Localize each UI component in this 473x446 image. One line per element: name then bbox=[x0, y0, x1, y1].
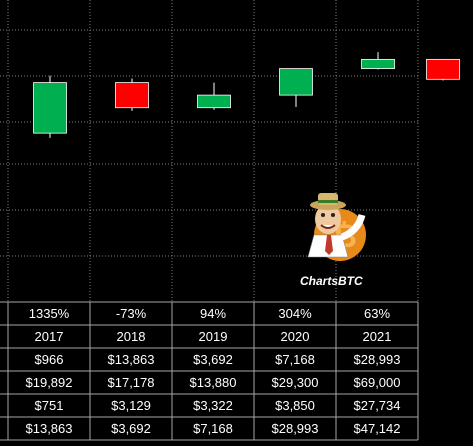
table-cell-year: 2017 bbox=[35, 329, 64, 344]
table-cell-close: $7,168 bbox=[193, 421, 233, 436]
table-cell-high: $13,880 bbox=[190, 375, 237, 390]
candle-body bbox=[197, 94, 231, 109]
table-cell-high: $69,000 bbox=[354, 375, 401, 390]
data-table: 1335% -73% 94% 304% 63% 2017 2018 2019 2020 2021 $… bbox=[0, 301, 419, 441]
table-cell-low: $3,129 bbox=[111, 398, 151, 413]
table-cell-high: $19,892 bbox=[26, 375, 73, 390]
table-cell-open: $13,863 bbox=[108, 352, 155, 367]
table-cell-low: $3,850 bbox=[275, 398, 315, 413]
table-cell-change: 1335% bbox=[29, 306, 70, 321]
chartsbtc-logo: ₿ ChartsBTC bbox=[300, 193, 366, 288]
candle-body bbox=[361, 58, 395, 69]
table-cell-change: 94% bbox=[200, 306, 226, 321]
table-cell-open: $966 bbox=[35, 352, 64, 367]
table-cell-change: 63% bbox=[364, 306, 390, 321]
table-cell-year: 2018 bbox=[117, 329, 146, 344]
table-cell-change: 304% bbox=[278, 306, 312, 321]
table-cell-open: $28,993 bbox=[354, 352, 401, 367]
candle-body bbox=[33, 82, 67, 134]
table-cell-high: $17,178 bbox=[108, 375, 155, 390]
candles bbox=[33, 52, 460, 138]
table-cell-year: 2019 bbox=[199, 329, 228, 344]
table-cell-close: $47,142 bbox=[354, 421, 401, 436]
table-cell-low: $3,322 bbox=[193, 398, 233, 413]
table-cell-close: $3,692 bbox=[111, 421, 151, 436]
table-cell-open: $3,692 bbox=[193, 352, 233, 367]
table-cell-low: $27,734 bbox=[354, 398, 401, 413]
candle-body bbox=[115, 82, 149, 109]
table-cell-open: $7,168 bbox=[275, 352, 315, 367]
table-cell-high: $29,300 bbox=[272, 375, 319, 390]
candle-body bbox=[426, 58, 460, 80]
candle-body bbox=[279, 68, 313, 96]
table-cell-year: 2020 bbox=[281, 329, 310, 344]
table-cell-close: $13,863 bbox=[26, 421, 73, 436]
table-cell-close: $28,993 bbox=[272, 421, 319, 436]
watermark-text: ChartsBTC bbox=[300, 274, 363, 288]
table-cell-change: -73% bbox=[116, 306, 147, 321]
table-cell-low: $751 bbox=[35, 398, 64, 413]
table-cell-year: 2021 bbox=[363, 329, 392, 344]
